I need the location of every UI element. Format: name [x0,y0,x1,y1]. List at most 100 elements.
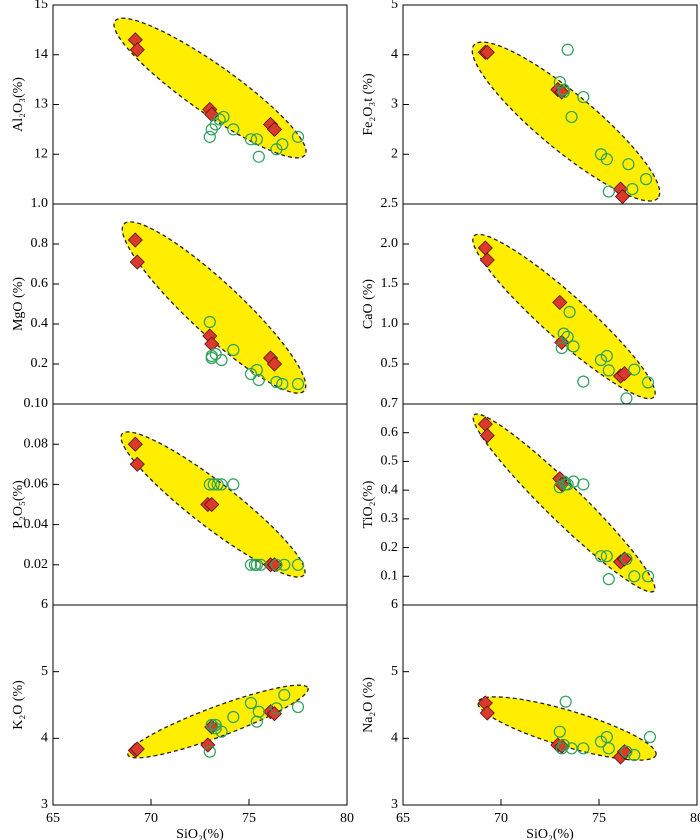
circle-point [620,552,633,566]
circle-point [600,550,613,563]
y-tick-label: 0.5 [381,454,399,469]
circle-point [602,364,615,377]
y-tick-label: 5 [41,664,48,679]
x-tick-label: 80 [340,811,354,826]
circle-point [622,158,635,171]
y-axis-label: TiO₂(%) [361,480,376,528]
diamond-point [266,356,283,372]
circle-point [205,718,218,732]
circle-point [602,185,615,198]
circle-point [227,123,240,136]
y-tick-label: 0.08 [24,436,49,451]
circle-point [278,558,291,571]
circle-point [626,182,639,196]
y-tick-label: 0.06 [24,477,49,492]
x-axis-label: SiO₂(%) [526,827,574,840]
y-tick-label: 0.2 [31,356,49,371]
y-tick-label: 1.0 [31,196,49,211]
circle-point [628,748,641,762]
circle-point [577,375,590,388]
diamond-point [479,428,495,444]
circle-point [203,315,216,329]
circle-point [594,550,608,563]
y-tick-label: 0.6 [381,425,399,440]
circle-point [215,478,228,491]
circle-point [252,373,265,387]
x-axis-label: SiO₂(%) [176,827,224,840]
y-tick-label: 6 [391,597,398,612]
circle-point [600,349,613,363]
x-tick-label: 70 [494,811,508,826]
diamond-point [479,44,495,60]
panel: 2 3 4 5 Fe₂O₃t (%) [361,0,698,205]
diamond-point [127,232,143,248]
y-tick-label: 5 [391,0,398,12]
circle-point [217,110,230,124]
circle-point [227,478,240,491]
y-tick-label: 14 [34,47,48,62]
circle-point [276,138,289,151]
circle-point [557,85,570,99]
y-axis-label: P₂O₅(%) [11,480,26,529]
circle-point [209,718,222,732]
panel: 12 13 14 15 Al₂O₃(%) [11,0,348,205]
diamond-point [127,436,143,452]
panel: 3 4 5 6 65 70 75 80 SiO₂(%) Na₂O (%) [361,597,700,840]
circle-point [628,363,641,376]
diamond-point [552,294,568,310]
y-tick-label: 0.10 [24,396,49,411]
y-tick-label: 1.0 [381,316,399,331]
field-envelope [121,221,307,394]
circle-point [244,558,258,571]
y-tick-label: 3 [391,797,398,812]
y-tick-label: 3 [391,97,398,112]
diamond-point [616,551,633,567]
x-tick-label: 70 [144,811,158,826]
y-tick-label: 3 [41,797,48,812]
y-tick-label: 12 [34,146,48,161]
circle-point [561,43,574,56]
field-envelope [477,696,657,761]
y-tick-label: 0.7 [381,396,399,411]
diamond-point [266,121,283,137]
circle-point [600,153,613,166]
diamond-point [616,744,633,760]
y-tick-label: 4 [391,731,398,746]
circle-point [276,377,289,391]
circle-point [628,570,641,583]
circle-point [278,688,291,702]
x-tick-label: 65 [46,811,60,826]
circle-point [252,705,265,718]
field-envelope [472,413,656,593]
circle-point [211,478,224,491]
circle-point [207,478,220,491]
circle-point [553,725,566,738]
y-axis-label: Al₂O₃(%) [11,77,26,132]
y-tick-label: 4 [391,47,398,62]
diamond-point [479,252,495,268]
y-axis-label: MgO (%) [11,277,26,331]
circle-point [620,392,633,405]
field-envelope [113,17,307,159]
y-tick-label: 0.3 [381,511,399,526]
circle-point [244,696,258,710]
circle-point [250,133,263,146]
y-axis-label: Fe₂O₃t (%) [361,73,376,136]
circle-point [563,305,576,319]
panel: 0.5 1.0 1.5 2.0 2.5 CaO (%) [361,196,698,405]
circle-point [639,173,653,186]
y-tick-label: 2.0 [381,236,399,251]
y-tick-label: 0.5 [381,356,399,371]
circle-point [270,702,283,715]
circle-point [600,730,613,744]
circle-point [203,478,216,491]
x-tick-label: 65 [396,811,410,826]
circle-point [577,90,590,104]
y-tick-label: 4 [41,731,48,746]
circle-point [577,742,590,755]
diamond-point [129,741,145,757]
circle-point [291,700,305,714]
x-tick-label: 75 [592,811,606,826]
circle-point [555,341,568,355]
y-tick-label: 1.5 [381,276,399,291]
